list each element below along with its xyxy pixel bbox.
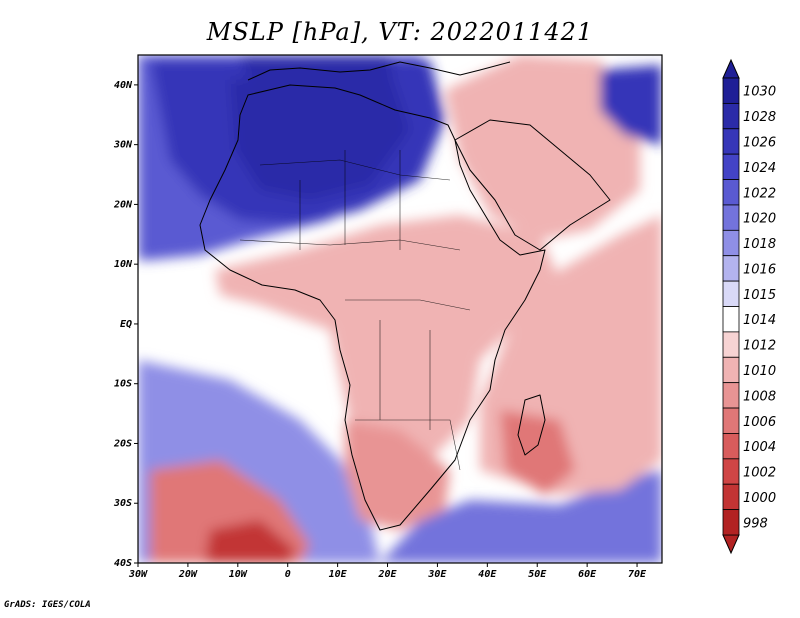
colorbar-label: 1026 bbox=[743, 135, 776, 150]
region-mediterranean-high bbox=[240, 55, 395, 110]
colorbar-label: 1006 bbox=[743, 415, 776, 430]
region-southern-indian-ocean-high bbox=[380, 470, 662, 563]
colorbar-swatch bbox=[722, 306, 740, 333]
lat-tick-label: 30N bbox=[113, 140, 133, 151]
lon-tick-label: 30W bbox=[128, 569, 148, 580]
lat-tick-label: EQ bbox=[120, 319, 132, 330]
colorbar-label: 1024 bbox=[743, 161, 776, 176]
lon-tick-label: 60E bbox=[578, 569, 597, 580]
colorbar: 1030 1028 1026 1024 1022 1020 1018 1016 1015 1014… bbox=[722, 58, 776, 555]
lat-tick-label: 10N bbox=[114, 259, 133, 270]
colorbar-top-arrow bbox=[722, 58, 740, 79]
lat-tick-label: 20N bbox=[113, 199, 133, 210]
colorbar-swatch bbox=[722, 458, 740, 485]
page-title: MSLP [hPa], VT: 2022011421 bbox=[206, 18, 594, 46]
borders bbox=[239, 150, 471, 471]
colorbar-label: 1010 bbox=[743, 364, 776, 379]
axis-ticks: 30W 20W 10W 0 10E 20E 30E 40E 50E 60E 70E 40N 30N 20N… bbox=[113, 80, 647, 580]
lat-tick-label: 20S bbox=[113, 438, 132, 449]
colorbar-label: 1002 bbox=[743, 466, 776, 481]
lon-tick-label: 10W bbox=[229, 569, 248, 580]
colorbar-swatch bbox=[722, 433, 740, 460]
plot-frame bbox=[137, 54, 663, 564]
region-iran-high bbox=[600, 65, 662, 145]
lon-tick-label: 70E bbox=[628, 569, 647, 580]
colorbar-swatch bbox=[722, 179, 740, 206]
colorbar-swatch bbox=[722, 229, 740, 257]
lon-tick-label: 10E bbox=[329, 569, 348, 580]
lon-tick-label: 20W bbox=[178, 569, 198, 580]
colorbar-swatch bbox=[722, 204, 740, 231]
colorbar-label: 1014 bbox=[743, 313, 776, 328]
region-west-central-africa-low bbox=[215, 215, 560, 470]
lon-tick-label: 0 bbox=[285, 569, 291, 580]
colorbar-swatch bbox=[722, 255, 740, 282]
arabia-coastline bbox=[454, 119, 611, 251]
lon-tick-label: 30E bbox=[427, 569, 447, 580]
lon-tick-label: 50E bbox=[528, 569, 547, 580]
colorbar-swatch bbox=[722, 407, 740, 434]
colorbar-swatch bbox=[722, 382, 740, 409]
colorbar-label: 1018 bbox=[743, 237, 776, 252]
europe-coastline bbox=[247, 61, 511, 81]
colorbar-swatch bbox=[722, 128, 740, 155]
madagascar-coastline bbox=[517, 394, 546, 456]
grads-credit: GrADS: IGES/COLA bbox=[4, 600, 91, 610]
colorbar-swatch bbox=[722, 331, 740, 358]
coastlines bbox=[199, 61, 611, 531]
lat-tick-label: 10S bbox=[114, 379, 132, 390]
lat-tick-label: 40N bbox=[114, 80, 133, 91]
colorbar-swatch bbox=[722, 153, 740, 180]
colorbar-label: 1015 bbox=[743, 288, 776, 303]
colorbar-swatch bbox=[722, 483, 740, 511]
colorbar-bottom-arrow bbox=[722, 534, 740, 555]
colorbar-swatch bbox=[722, 102, 740, 130]
region-southern-africa-low bbox=[345, 420, 450, 530]
lat-tick-label: 40S bbox=[114, 558, 132, 569]
colorbar-label: 1020 bbox=[743, 212, 776, 227]
colorbar-label: 1008 bbox=[743, 389, 776, 404]
colorbar-label: 1016 bbox=[743, 262, 776, 277]
lon-tick-label: 20E bbox=[377, 569, 397, 580]
colorbar-label: 998 bbox=[743, 516, 768, 531]
colorbar-label: 1000 bbox=[743, 491, 776, 506]
region-arabia-low bbox=[445, 55, 640, 240]
colorbar-label: 1004 bbox=[743, 440, 776, 455]
pressure-field bbox=[138, 55, 662, 563]
colorbar-label: 1012 bbox=[743, 339, 776, 354]
region-south-atlantic-low-core bbox=[205, 520, 295, 563]
colorbar-label: 1028 bbox=[743, 110, 776, 125]
colorbar-swatch bbox=[722, 509, 740, 536]
africa-coastline bbox=[199, 84, 546, 531]
lon-tick-label: 40E bbox=[478, 569, 497, 580]
colorbar-swatch bbox=[722, 77, 740, 104]
colorbar-label: 1030 bbox=[743, 85, 776, 100]
colorbar-swatch bbox=[722, 356, 740, 384]
lat-tick-label: 30S bbox=[113, 498, 132, 509]
colorbar-label: 1022 bbox=[743, 186, 776, 201]
colorbar-swatch bbox=[722, 280, 740, 307]
